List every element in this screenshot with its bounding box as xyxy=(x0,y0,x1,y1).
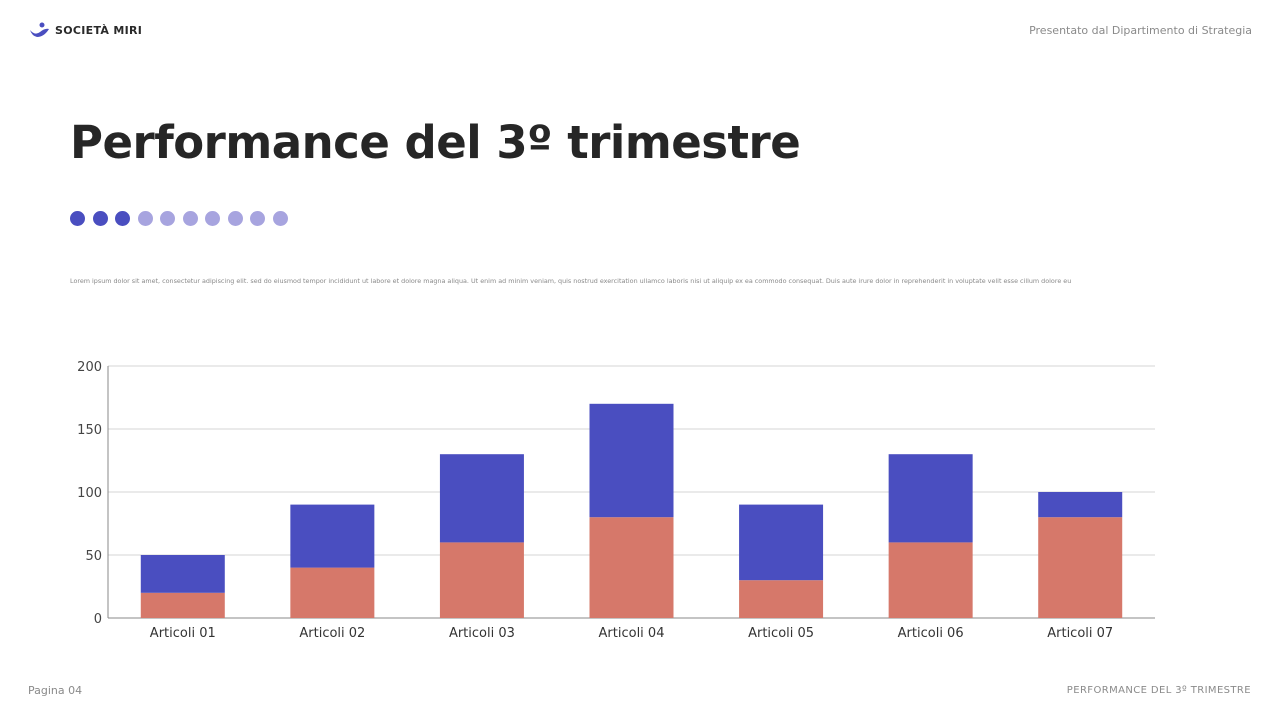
progress-dot xyxy=(92,211,108,226)
bar-segment xyxy=(739,504,824,581)
x-tick-label: Articoli 04 xyxy=(599,626,665,641)
x-tick-label: Articoli 03 xyxy=(449,626,515,641)
page-number: Pagina 04 xyxy=(28,684,83,697)
x-tick-label: Articoli 05 xyxy=(748,626,814,641)
x-tick-label: Articoli 01 xyxy=(150,626,216,641)
bar-segment xyxy=(888,542,973,618)
bar-segment xyxy=(439,542,524,618)
bar-segment xyxy=(739,580,824,618)
y-tick-label: 100 xyxy=(77,486,102,501)
bar-segment xyxy=(589,403,674,518)
progress-dot xyxy=(160,211,175,226)
progress-dot xyxy=(137,211,153,226)
y-tick-label: 150 xyxy=(77,423,102,438)
progress-dot xyxy=(272,211,288,226)
brand-logo-icon xyxy=(30,22,49,37)
bar-segment xyxy=(290,567,375,618)
bar-segment xyxy=(140,592,225,618)
progress-dots xyxy=(70,211,288,226)
x-tick-label: Articoli 02 xyxy=(299,626,365,641)
bar-segment xyxy=(140,555,225,593)
bar-segment xyxy=(1038,492,1123,518)
bar-segment xyxy=(290,504,375,568)
description-text: Lorem ipsum dolor sit amet, consectetur … xyxy=(70,277,1072,285)
progress-dot xyxy=(205,211,220,226)
presenter-text: Presentato dal Dipartimento di Strategia xyxy=(1029,24,1252,37)
progress-dot xyxy=(227,211,243,226)
progress-dot xyxy=(115,211,130,226)
brand-name: SOCIETÀ MIRI xyxy=(55,23,143,37)
bar-segment xyxy=(1038,517,1123,618)
brand-logo: SOCIETÀ MIRI xyxy=(29,22,142,38)
footer-section-title: PERFORMANCE DEL 3º TRIMESTRE xyxy=(1066,685,1251,696)
y-tick-label: 0 xyxy=(94,612,102,627)
bar-segment xyxy=(439,454,524,543)
y-tick-label: 200 xyxy=(77,360,102,375)
progress-dot xyxy=(182,211,198,226)
bar-segment xyxy=(589,517,674,618)
page-title: Performance del 3º trimestre xyxy=(70,116,801,169)
progress-dot xyxy=(70,211,85,226)
bar-segment xyxy=(888,454,973,543)
x-tick-label: Articoli 07 xyxy=(1047,626,1113,641)
progress-dot xyxy=(250,211,265,226)
x-tick-label: Articoli 06 xyxy=(898,626,964,641)
y-tick-label: 50 xyxy=(85,549,102,564)
